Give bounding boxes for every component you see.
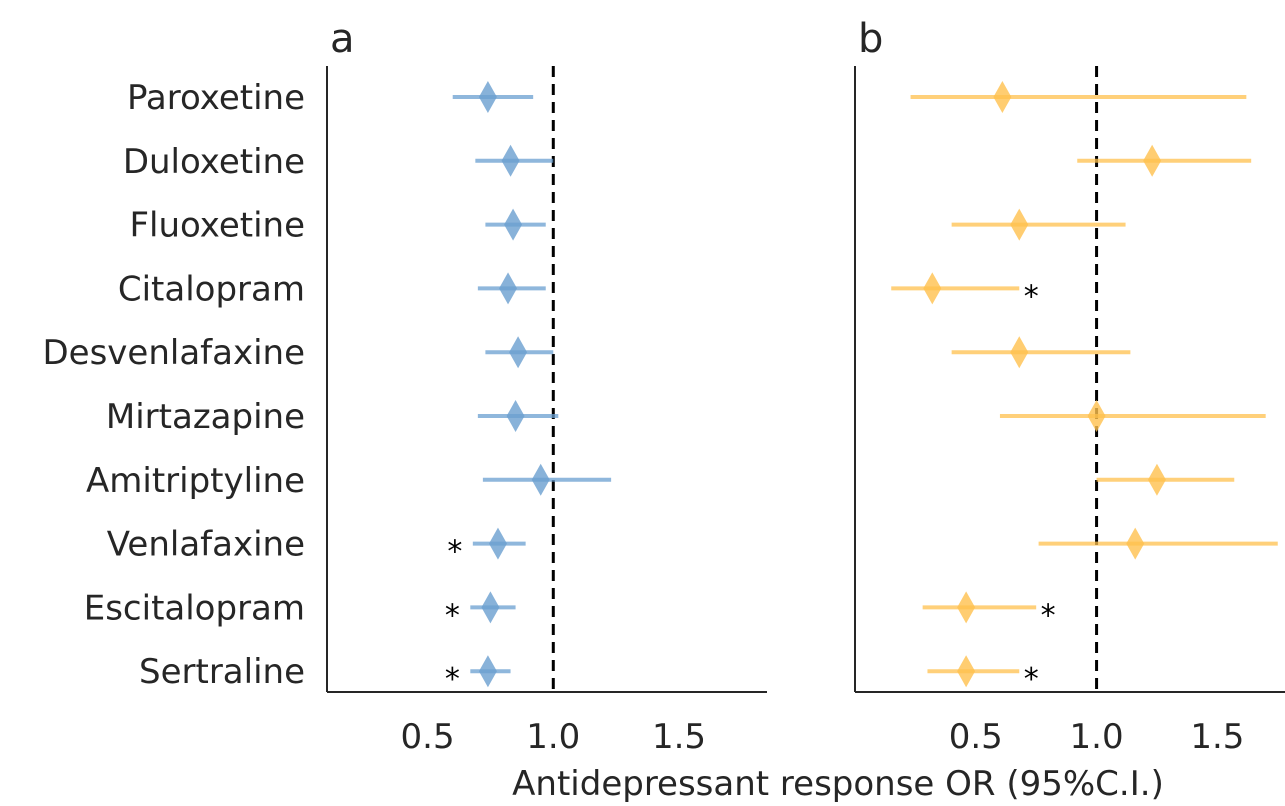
x-tick-label: 1.0 [526,717,580,757]
significance-marker: * [1041,598,1056,633]
category-label: Amitriptyline [86,461,305,501]
or-marker [923,272,942,305]
or-marker [509,336,528,369]
category-label: Desvenlafaxine [42,333,305,373]
or-marker [501,144,520,177]
x-axis-label: Antidepressant response OR (95%C.I.) [512,764,1164,804]
or-marker [1010,336,1029,369]
or-marker [506,400,525,432]
or-marker [1010,208,1029,241]
category-labels: Paroxetine Duloxetine Fluoxetine Citalopram… [42,78,305,692]
or-marker [504,208,523,241]
significance-marker: * [445,598,460,633]
or-marker [993,81,1012,113]
or-marker [478,81,497,113]
x-tick-label: 1.0 [1070,717,1124,757]
or-marker [481,591,500,624]
significance-marker: * [447,535,462,570]
category-label: Escitalopram [84,588,305,628]
panel-letter: b [858,16,883,62]
or-marker [957,655,976,688]
x-tick-label: 1.5 [652,717,706,757]
category-label: Fluoxetine [129,206,305,246]
or-marker [957,591,976,624]
significance-marker: * [1024,662,1039,697]
or-marker [499,272,518,305]
x-tick-label: 0.5 [949,717,1003,757]
panel-b: b0.5 1.0 1.5*** [854,16,1285,757]
or-marker [1126,527,1145,560]
or-marker [478,655,497,688]
significance-marker: * [1024,279,1039,314]
category-label: Duloxetine [123,142,305,182]
panel-a: a 0.5 1.0 1.5 * * * [326,16,767,757]
or-marker [1087,400,1106,432]
or-marker [1147,463,1166,496]
x-tick-label: 1.5 [1190,717,1244,757]
category-label: Paroxetine [127,78,305,118]
or-marker [488,527,507,560]
panel-letter: a [330,16,355,62]
category-label: Citalopram [118,269,305,309]
category-label: Mirtazapine [106,397,305,437]
category-label: Venlafaxine [107,525,305,565]
or-marker [531,463,550,496]
significance-marker: * [445,662,460,697]
or-marker [1143,144,1162,177]
category-label: Sertraline [139,652,305,692]
x-tick-label: 0.5 [401,717,455,757]
